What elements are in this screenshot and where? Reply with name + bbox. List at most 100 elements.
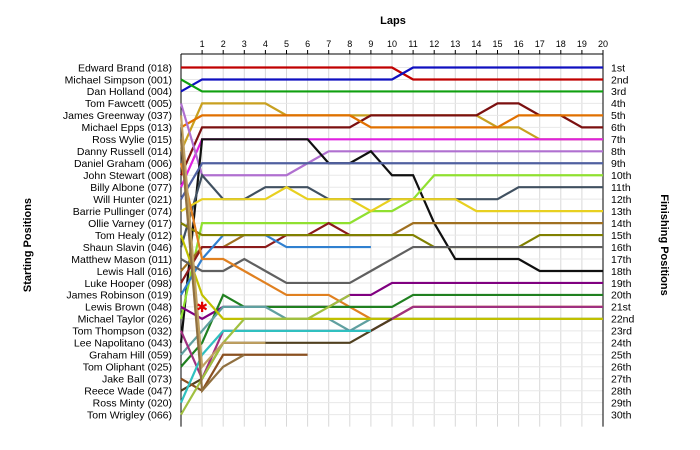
driver-label: Graham Hill (059) — [89, 350, 172, 362]
finishing-position-label: 28th — [611, 385, 632, 397]
lap-tick-label: 16 — [514, 39, 524, 49]
finishing-position-label: 29th — [611, 397, 632, 409]
finishing-position-label: 22nd — [611, 314, 635, 326]
grid — [180, 53, 604, 427]
driver-label: Matthew Mason (011) — [71, 254, 172, 266]
driver-label: Tom Healy (012) — [95, 230, 172, 242]
finishing-position-label: 7th — [611, 134, 626, 146]
series-line-15 — [180, 221, 371, 284]
driver-label: Daniel Graham (006) — [74, 158, 172, 170]
driver-label: Ross Minty (020) — [93, 397, 172, 409]
driver-label: Ross Wylie (015) — [92, 134, 172, 146]
finishing-position-label: 27th — [611, 374, 632, 386]
driver-label: Tom Fawcett (005) — [85, 98, 172, 110]
driver-label: James Robinson (019) — [66, 290, 172, 302]
driver-label: Lewis Brown (048) — [85, 302, 172, 314]
finishing-position-label: 20th — [611, 290, 632, 302]
finishing-position-label: 5th — [611, 110, 626, 122]
finishing-position-label: 14th — [611, 218, 632, 230]
lap-tick-label: 18 — [556, 39, 566, 49]
driver-label: Ollie Varney (017) — [88, 218, 172, 230]
finishing-position-label: 25th — [611, 350, 632, 362]
driver-label: Shaun Slavin (046) — [83, 242, 172, 254]
chart-title: Laps — [380, 15, 406, 27]
finishing-position-label: 11th — [611, 182, 631, 194]
series-line-16 — [180, 233, 371, 296]
driver-label: Tom Oliphant (025) — [83, 362, 172, 374]
lap-tick-label: 11 — [408, 39, 417, 49]
driver-label: Michael Simpson (001) — [65, 74, 172, 86]
driver-label: John Stewart (008) — [83, 170, 172, 182]
driver-label: Will Hunter (021) — [93, 194, 172, 206]
series-line-10 — [180, 162, 603, 200]
lap-tick-label: 12 — [429, 39, 439, 49]
lap-tick-label: 3 — [242, 39, 247, 49]
driver-label: Lee Napolitano (043) — [74, 338, 172, 350]
series-line-27 — [179, 329, 371, 404]
lap-ticks: 1 2 3 4 5 6 7 8 9 10 11 12 13 14 15 16 17 18 19 20 — [200, 39, 608, 54]
marker-layer: ✱ — [196, 299, 208, 315]
series-line-30 — [179, 139, 245, 394]
finishing-position-label: 3rd — [611, 86, 626, 98]
incident-marker: ✱ — [196, 299, 208, 315]
driver-labels: Edward Brand (018)Michael Simpson (001)D… — [63, 62, 172, 421]
driver-label: Danny Russell (014) — [77, 146, 172, 158]
finishing-position-label: 16th — [611, 242, 632, 254]
lap-tick-label: 4 — [263, 39, 268, 49]
lap-tick-label: 17 — [535, 39, 545, 49]
lap-tick-label: 14 — [471, 39, 481, 49]
driver-label: Luke Hooper (098) — [84, 278, 172, 290]
finishing-position-label: 10th — [611, 170, 632, 182]
driver-label: James Greenway (037) — [63, 110, 172, 122]
series-line-11 — [179, 174, 603, 320]
lap-tick-label: 15 — [492, 39, 502, 49]
lap-tick-label: 7 — [326, 39, 331, 49]
finishing-position-label: 30th — [611, 409, 632, 421]
finishing-position-label: 2nd — [611, 74, 629, 86]
series-line-18 — [180, 245, 603, 285]
series-line-2 — [180, 66, 603, 93]
driver-label: Reece Wade (047) — [84, 385, 172, 397]
lap-tick-label: 8 — [347, 39, 352, 49]
finishing-position-label: 15th — [611, 230, 632, 242]
finishing-position-label: 24th — [611, 338, 632, 350]
starting-positions-label: Starting Positions — [22, 198, 34, 292]
finishing-positions-label: Finishing Positions — [658, 194, 670, 295]
finishing-position-label: 12th — [611, 194, 632, 206]
finishing-position-label: 13th — [611, 206, 632, 218]
series-line-5 — [179, 102, 603, 176]
driver-label: Tom Wrigley (066) — [87, 409, 172, 421]
series-line-13 — [180, 185, 603, 213]
driver-label: Tom Thompson (032) — [72, 326, 172, 338]
lap-tick-label: 10 — [387, 39, 397, 49]
series-line-28 — [180, 293, 351, 416]
lap-tick-label: 13 — [450, 39, 460, 49]
finishing-position-label: 19th — [611, 278, 632, 290]
driver-label: Lewis Hall (016) — [97, 266, 172, 278]
lap-tick-label: 20 — [598, 39, 608, 49]
series-line-8 — [179, 103, 603, 177]
series-line-17 — [180, 222, 603, 249]
series-line-9 — [179, 138, 603, 343]
lap-tick-label: 19 — [577, 39, 587, 49]
lap-tick-label: 5 — [284, 39, 289, 49]
finishing-position-label: 26th — [611, 362, 632, 374]
driver-label: Dan Holland (004) — [87, 86, 172, 98]
finishing-position-label: 17th — [611, 254, 632, 266]
series-line-6 — [180, 114, 603, 129]
finishing-position-label: 18th — [611, 266, 632, 278]
series-line-3 — [180, 78, 603, 93]
finishing-position-label: 8th — [611, 146, 626, 158]
lap-tick-label: 9 — [368, 39, 373, 49]
finishing-position-label: 23rd — [611, 326, 632, 338]
lap-tick-label: 2 — [221, 39, 226, 49]
driver-label: Michael Epps (013) — [82, 122, 172, 134]
finishing-position-label: 4th — [611, 98, 626, 110]
finishing-position-label: 9th — [611, 158, 626, 170]
finishing-position-labels: 1st2nd3rd4th5th6th7th8th9th10th11th12th1… — [611, 62, 635, 421]
finishing-position-label: 21st — [611, 302, 631, 314]
driver-label: Barrie Pullinger (074) — [73, 206, 172, 218]
driver-label: Edward Brand (018) — [78, 62, 172, 74]
lap-tick-label: 6 — [305, 39, 310, 49]
